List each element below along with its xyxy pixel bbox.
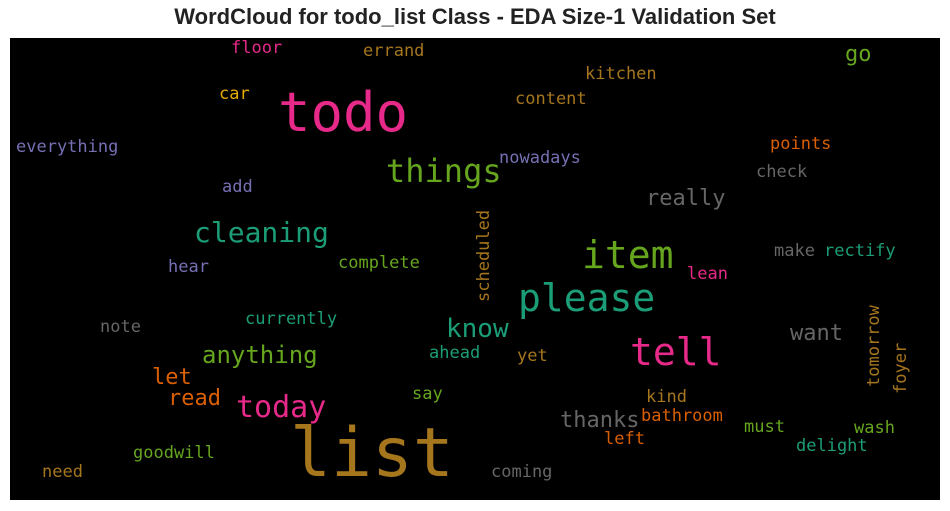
word-want: want bbox=[790, 321, 843, 346]
word-wash: wash bbox=[854, 418, 895, 438]
word-lean: lean bbox=[687, 264, 728, 284]
word-kind: kind bbox=[646, 387, 687, 407]
word-know: know bbox=[446, 314, 509, 344]
word-please: please bbox=[518, 276, 655, 320]
wordcloud-svg: list todo please tell item things cleaning toda… bbox=[16, 38, 911, 493]
word-currently: currently bbox=[245, 309, 337, 329]
word-floor: floor bbox=[231, 38, 282, 58]
word-need: need bbox=[42, 462, 83, 482]
word-go: go bbox=[845, 42, 872, 67]
word-item: item bbox=[582, 233, 674, 277]
word-left: left bbox=[604, 429, 645, 449]
word-everything: everything bbox=[16, 137, 118, 157]
word-goodwill: goodwill bbox=[133, 443, 215, 463]
word-foyer: foyer bbox=[891, 343, 911, 394]
word-rectify: rectify bbox=[824, 241, 896, 261]
word-let: let bbox=[152, 365, 192, 390]
word-yet: yet bbox=[517, 346, 548, 366]
word-ahead: ahead bbox=[429, 343, 480, 363]
word-really: really bbox=[646, 186, 725, 211]
word-say: say bbox=[412, 384, 443, 404]
word-todo: todo bbox=[278, 81, 408, 144]
word-tell: tell bbox=[630, 330, 722, 374]
word-must: must bbox=[744, 417, 785, 437]
word-read: read bbox=[168, 386, 221, 411]
word-tomorrow: tomorrow bbox=[864, 304, 884, 387]
word-thanks: thanks bbox=[560, 408, 639, 433]
word-today: today bbox=[236, 390, 326, 425]
word-kitchen: kitchen bbox=[585, 64, 657, 84]
word-hear: hear bbox=[168, 257, 209, 277]
word-nowadays: nowadays bbox=[499, 148, 581, 168]
word-points: points bbox=[770, 134, 831, 154]
word-coming: coming bbox=[491, 462, 552, 482]
word-add: add bbox=[222, 177, 253, 197]
word-check: check bbox=[756, 162, 807, 182]
word-note: note bbox=[100, 317, 141, 337]
word-bathroom: bathroom bbox=[641, 406, 723, 426]
word-errand: errand bbox=[363, 41, 424, 61]
word-content: content bbox=[515, 89, 587, 109]
word-cleaning: cleaning bbox=[194, 216, 329, 249]
word-things: things bbox=[386, 152, 502, 190]
word-car: car bbox=[219, 84, 250, 104]
word-anything: anything bbox=[202, 341, 318, 369]
word-scheduled: scheduled bbox=[474, 210, 494, 302]
wordcloud-canvas: list todo please tell item things cleaning toda… bbox=[10, 38, 940, 500]
word-complete: complete bbox=[338, 253, 420, 273]
chart-title: WordCloud for todo_list Class - EDA Size… bbox=[174, 4, 776, 29]
word-delight: delight bbox=[796, 436, 868, 456]
word-make: make bbox=[774, 241, 815, 261]
word-list: list bbox=[290, 414, 454, 493]
